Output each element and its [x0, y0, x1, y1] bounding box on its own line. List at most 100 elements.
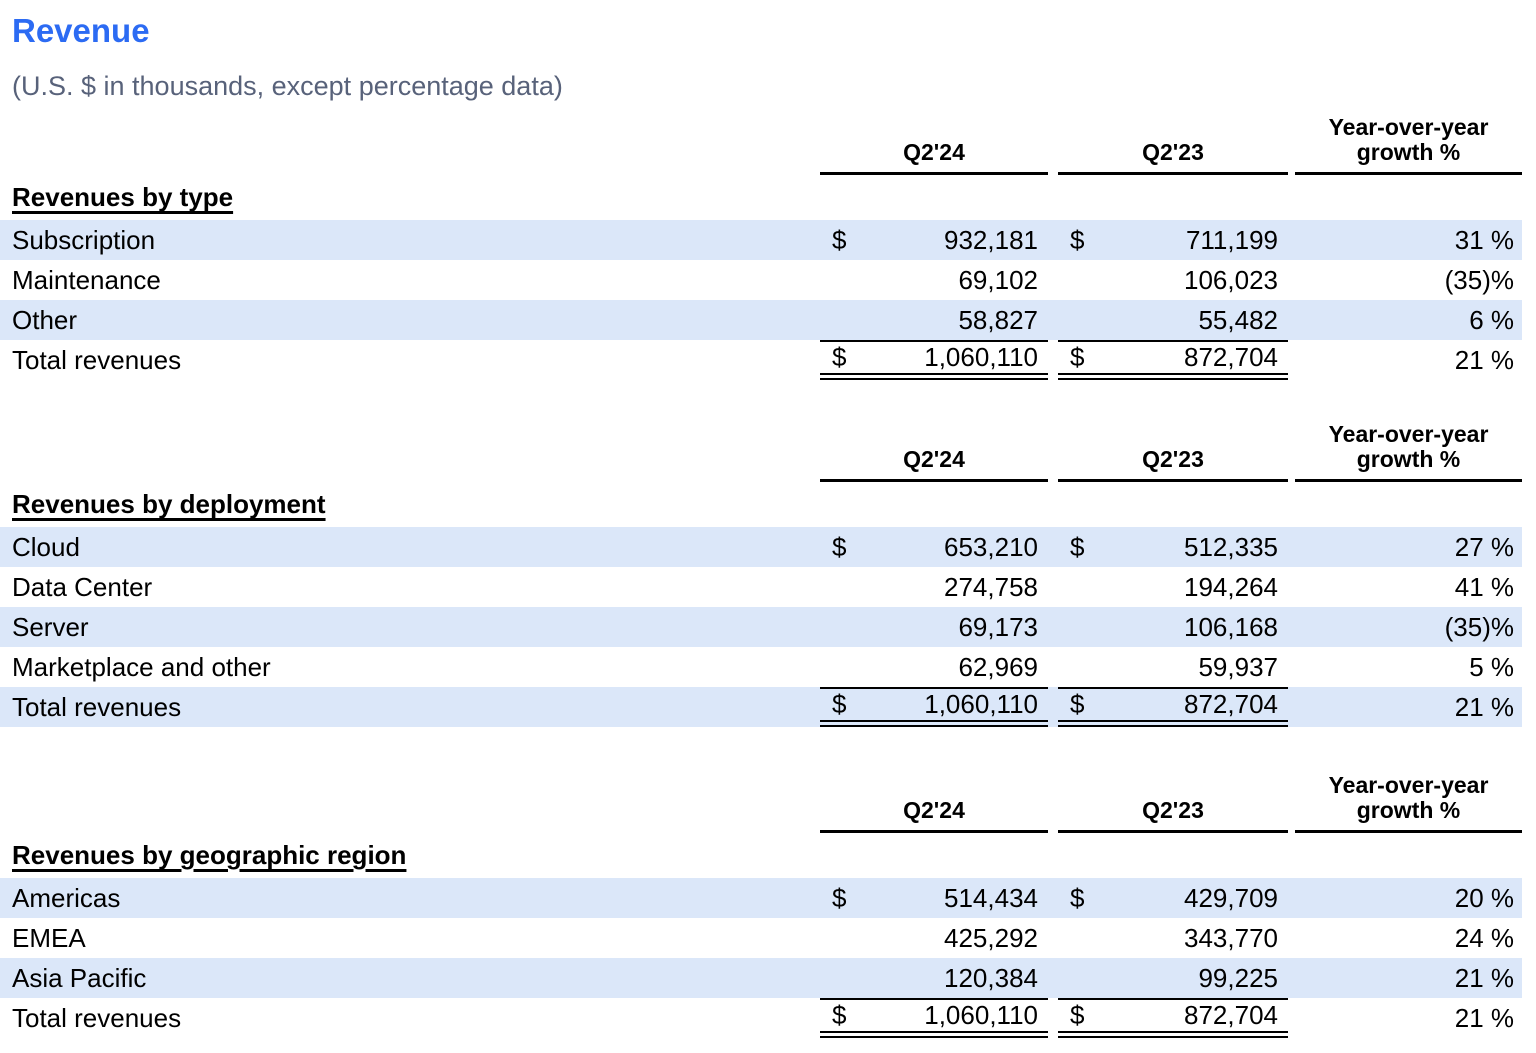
section-title-row: Revenues by type — [0, 175, 1522, 220]
column-header-q223: Q2'23 — [1058, 140, 1288, 175]
amount-value: 69,173 — [958, 611, 1038, 642]
amount-cell-q223: 106,023 — [1058, 260, 1288, 300]
amount-value: 106,023 — [1184, 264, 1278, 295]
currency-symbol: $ — [832, 882, 847, 913]
row-label: Americas — [12, 882, 121, 913]
amount-value: 1,060,110 — [924, 342, 1038, 372]
amount-value: 514,434 — [944, 882, 1038, 913]
currency-symbol: $ — [1070, 882, 1085, 913]
revenues-by-deployment-table: Q2'24 Q2'23 Year-over-year growth % Reve… — [0, 422, 1522, 727]
page-subtitle: (U.S. $ in thousands, except percentage … — [12, 71, 563, 101]
yoy-header-line1: Year-over-year — [1328, 421, 1489, 447]
column-gap — [1288, 998, 1295, 1038]
amount-value: 512,335 — [1184, 531, 1278, 562]
column-gap — [1288, 300, 1295, 340]
column-gap — [1048, 687, 1058, 727]
amount-cell-q223: $711,199 — [1058, 220, 1288, 260]
column-gap — [1048, 878, 1058, 918]
growth-cell: 21 % — [1454, 1002, 1514, 1033]
amount-value: 274,758 — [944, 571, 1038, 602]
table-header-row: Q2'24 Q2'23 Year-over-year growth % — [0, 773, 1522, 833]
column-gap — [1288, 340, 1295, 380]
table-body: Subscription $932,181 $711,199 31 % Maintena… — [0, 220, 1522, 380]
row-label: Asia Pacific — [12, 962, 147, 993]
row-label: Maintenance — [12, 264, 161, 295]
column-gap — [1048, 607, 1058, 647]
row-label: Subscription — [12, 224, 156, 255]
column-header-q223: Q2'23 — [1058, 447, 1288, 482]
column-gap — [1048, 918, 1058, 958]
column-header-yoy-growth: Year-over-year growth % — [1295, 115, 1522, 175]
amount-value: 872,704 — [1184, 689, 1278, 719]
column-gap — [1048, 998, 1058, 1038]
column-gap — [1048, 260, 1058, 300]
currency-symbol: $ — [1070, 224, 1085, 255]
table-row: Server 69,173 106,168 (35)% — [0, 607, 1522, 647]
currency-symbol: $ — [832, 224, 847, 255]
row-label: Other — [12, 304, 78, 335]
amount-value: 653,210 — [944, 531, 1038, 562]
table-row: Data Center 274,758 194,264 41 % — [0, 567, 1522, 607]
row-label: EMEA — [12, 922, 86, 953]
yoy-header-line1: Year-over-year — [1328, 114, 1489, 140]
amount-value: 425,292 — [944, 922, 1038, 953]
column-gap — [1288, 260, 1295, 300]
row-label: Marketplace and other — [12, 651, 271, 682]
amount-cell-q223: $872,704 — [1058, 687, 1288, 727]
amount-cell-q224: $932,181 — [820, 220, 1048, 260]
table-row: Cloud $653,210 $512,335 27 % — [0, 527, 1522, 567]
growth-cell: (35)% — [1444, 611, 1514, 642]
amount-cell-q224: 69,102 — [820, 260, 1048, 300]
row-label: Total revenues — [12, 344, 182, 375]
amount-value: 194,264 — [1184, 571, 1278, 602]
amount-cell-q223: 106,168 — [1058, 607, 1288, 647]
growth-cell: 41 % — [1454, 571, 1514, 602]
amount-value: 99,225 — [1198, 962, 1278, 993]
column-gap — [1288, 220, 1295, 260]
row-label: Cloud — [12, 531, 80, 562]
section-title-row: Revenues by deployment — [0, 482, 1522, 527]
amount-cell-q223: $429,709 — [1058, 878, 1288, 918]
amount-cell-q224: $1,060,110 — [820, 687, 1048, 727]
column-gap — [1048, 220, 1058, 260]
table-row: Asia Pacific 120,384 99,225 21 % — [0, 958, 1522, 998]
column-gap — [1288, 958, 1295, 998]
amount-cell-q224: $1,060,110 — [820, 998, 1048, 1038]
amount-value: 1,060,110 — [924, 1000, 1038, 1030]
amount-value: 120,384 — [944, 962, 1038, 993]
table-body: Americas $514,434 $429,709 20 % EMEA 425,292 3… — [0, 878, 1522, 1038]
yoy-header-line2: growth % — [1356, 797, 1461, 823]
section-title: Revenues by geographic region — [12, 840, 407, 870]
amount-value: 69,102 — [958, 264, 1038, 295]
table-row: Other 58,827 55,482 6 % — [0, 300, 1522, 340]
table-row: Total revenues $1,060,110 $872,704 21 % — [0, 340, 1522, 380]
amount-cell-q224: 120,384 — [820, 958, 1048, 998]
column-header-q224: Q2'24 — [820, 447, 1048, 482]
table-header-row: Q2'24 Q2'23 Year-over-year growth % — [0, 115, 1522, 175]
row-label: Data Center — [12, 571, 153, 602]
growth-cell: 21 % — [1454, 962, 1514, 993]
amount-value: 1,060,110 — [924, 689, 1038, 719]
currency-symbol: $ — [832, 689, 847, 719]
amount-value: 106,168 — [1184, 611, 1278, 642]
growth-cell: 31 % — [1454, 224, 1514, 255]
row-label: Total revenues — [12, 691, 182, 722]
currency-symbol: $ — [1070, 1000, 1085, 1030]
column-gap — [1288, 918, 1295, 958]
column-header-yoy-growth: Year-over-year growth % — [1295, 422, 1522, 482]
page-title: Revenue — [12, 12, 150, 49]
amount-cell-q223: 194,264 — [1058, 567, 1288, 607]
currency-symbol: $ — [832, 342, 847, 372]
amount-value: 711,199 — [1185, 224, 1278, 255]
yoy-header-line1: Year-over-year — [1328, 772, 1489, 798]
amount-cell-q224: $1,060,110 — [820, 340, 1048, 380]
amount-value: 59,937 — [1198, 651, 1278, 682]
column-gap — [1288, 878, 1295, 918]
currency-symbol: $ — [1070, 342, 1085, 372]
amount-value: 62,969 — [958, 651, 1038, 682]
section-title-row: Revenues by geographic region — [0, 833, 1522, 878]
column-header-q224: Q2'24 — [820, 140, 1048, 175]
table-row: Total revenues $1,060,110 $872,704 21 % — [0, 998, 1522, 1038]
amount-value: 55,482 — [1198, 304, 1278, 335]
table-row: Americas $514,434 $429,709 20 % — [0, 878, 1522, 918]
